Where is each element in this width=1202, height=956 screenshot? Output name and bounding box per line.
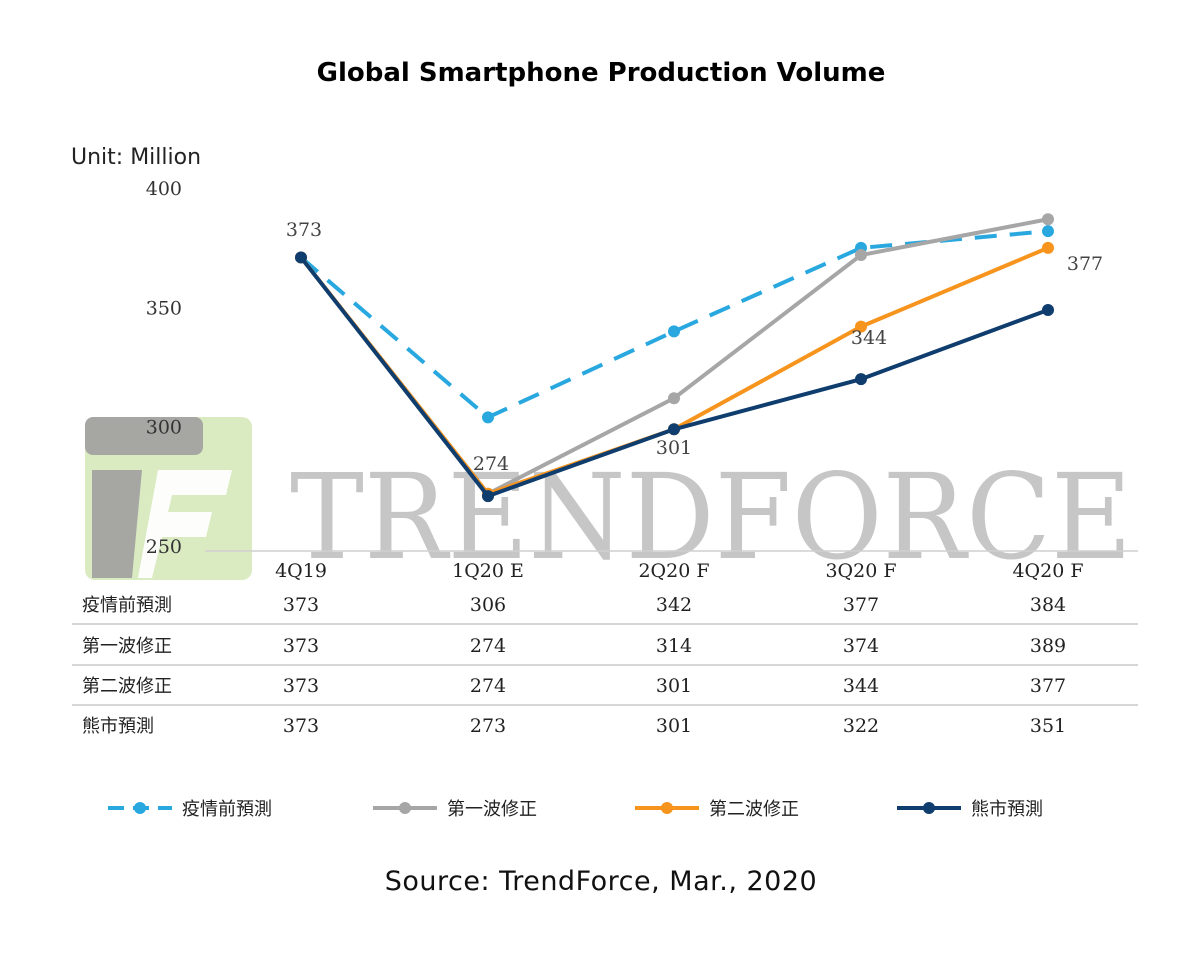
data-point <box>855 249 867 262</box>
legend-label: 熊市預測 <box>971 799 1043 820</box>
watermark-logo-stem <box>92 470 142 578</box>
data-point <box>668 325 680 338</box>
table-cell: 301 <box>656 715 692 737</box>
data-label: 377 <box>1067 253 1103 275</box>
table-row-label: 第二波修正 <box>82 676 172 697</box>
trendforce-watermark: TRENDFORCE <box>85 417 1132 586</box>
table-cell: 344 <box>843 675 879 697</box>
table-cell: 384 <box>1030 594 1066 616</box>
table-cell: 373 <box>283 594 319 616</box>
x-tick-label: 3Q20 F <box>825 560 896 582</box>
legend-marker <box>923 802 935 814</box>
chart-title: Global Smartphone Production Volume <box>316 58 886 88</box>
table-cell: 301 <box>656 675 692 697</box>
data-label: 274 <box>473 453 509 475</box>
data-label: 373 <box>286 219 322 241</box>
table-cell: 373 <box>283 715 319 737</box>
data-label: 344 <box>851 327 887 349</box>
data-point <box>1042 241 1054 254</box>
series-line-0 <box>299 229 1049 420</box>
y-tick-label: 350 <box>146 297 182 319</box>
watermark-text: TRENDFORCE <box>290 448 1132 586</box>
table-cell: 342 <box>656 594 692 616</box>
y-tick-label: 300 <box>146 417 182 439</box>
data-point <box>855 373 867 386</box>
data-point <box>1042 213 1054 226</box>
data-point <box>668 423 680 436</box>
legend-label: 疫情前預測 <box>182 799 272 820</box>
data-point <box>1042 303 1054 316</box>
table-cell: 377 <box>1030 675 1066 697</box>
data-point <box>855 320 867 333</box>
data-point <box>1042 225 1054 238</box>
source-note: Source: TrendForce, Mar., 2020 <box>384 866 818 897</box>
legend-label: 第一波修正 <box>447 799 537 820</box>
table-cell: 351 <box>1030 715 1066 737</box>
y-tick-label: 250 <box>146 536 182 558</box>
table-cell: 322 <box>843 715 879 737</box>
table-cell: 374 <box>843 635 879 657</box>
table-cell: 306 <box>470 594 506 616</box>
data-label: 301 <box>656 437 692 459</box>
table-cell: 314 <box>656 635 692 657</box>
table-cell: 274 <box>470 675 506 697</box>
x-tick-label: 4Q19 <box>275 560 327 582</box>
data-point <box>482 411 494 424</box>
table-cell: 373 <box>283 635 319 657</box>
legend-marker <box>134 802 146 814</box>
table-cell: 377 <box>843 594 879 616</box>
watermark-logo-f <box>138 470 232 578</box>
table-cell: 389 <box>1030 635 1066 657</box>
unit-label: Unit: Million <box>71 145 202 170</box>
x-tick-label: 4Q20 F <box>1012 560 1083 582</box>
x-tick-label: 1Q20 E <box>452 560 524 582</box>
x-tick-label: 2Q20 F <box>638 560 709 582</box>
watermark-logo-bar <box>85 417 203 455</box>
y-tick-label: 400 <box>146 178 182 200</box>
legend-label: 第二波修正 <box>709 799 799 820</box>
table-cell: 373 <box>283 675 319 697</box>
table-cell: 274 <box>470 635 506 657</box>
table-row-label: 第一波修正 <box>82 636 172 657</box>
table-row-label: 疫情前預測 <box>82 595 172 616</box>
legend-marker <box>661 802 673 814</box>
data-point <box>295 251 307 264</box>
legend-marker <box>399 802 411 814</box>
data-point <box>482 490 494 503</box>
table-row-label: 熊市預測 <box>82 716 154 737</box>
table-cell: 273 <box>470 715 506 737</box>
data-point <box>668 392 680 405</box>
